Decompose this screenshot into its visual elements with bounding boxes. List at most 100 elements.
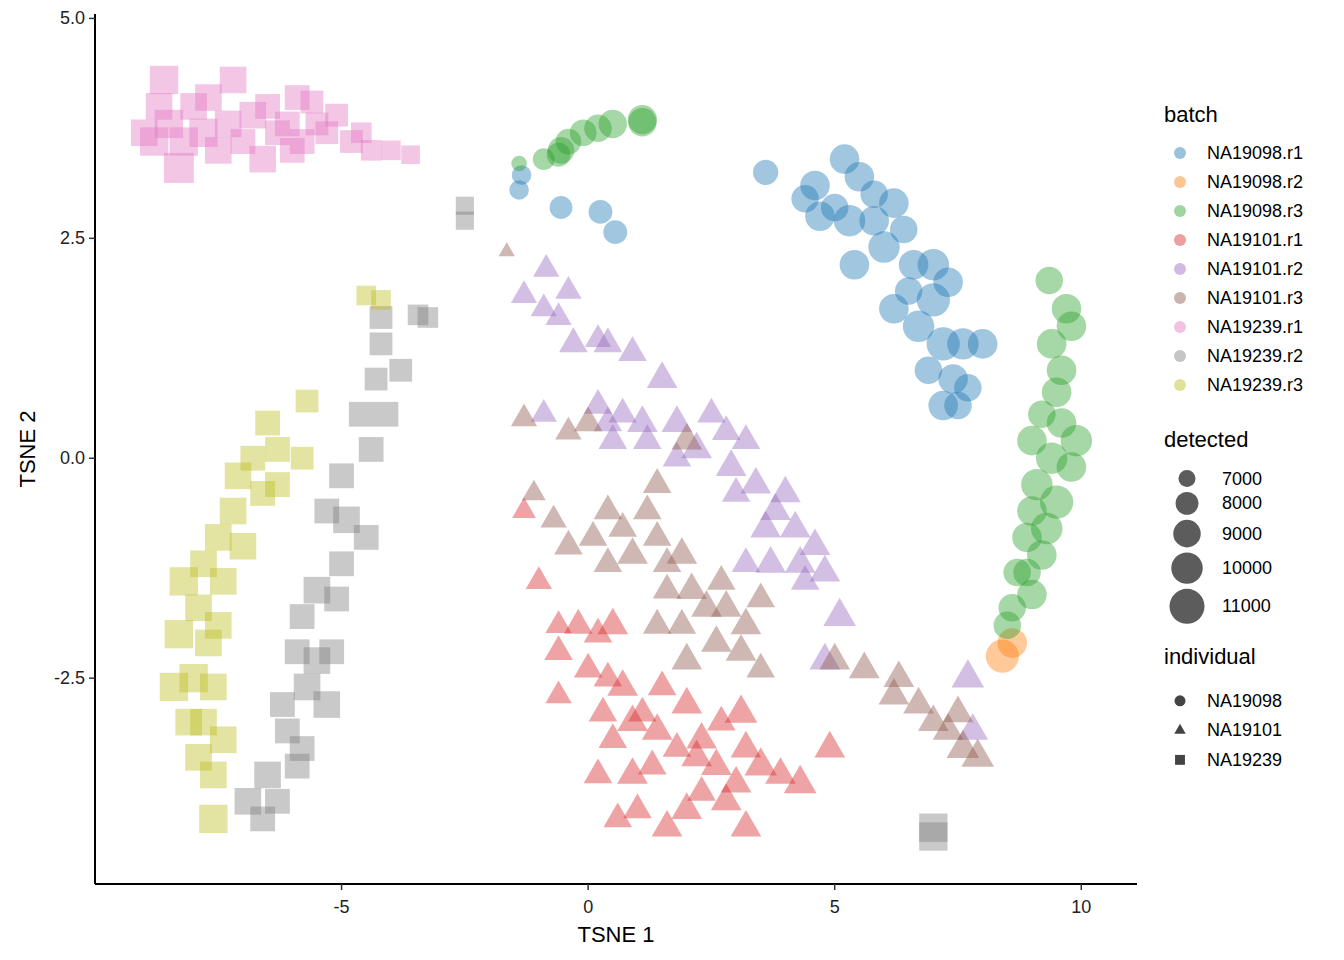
point bbox=[721, 766, 752, 793]
legend-title: detected bbox=[1164, 427, 1248, 452]
legend-label: NA19239.r2 bbox=[1207, 346, 1303, 366]
point bbox=[584, 758, 613, 783]
point bbox=[160, 673, 188, 701]
legend-label: NA19101.r3 bbox=[1207, 288, 1303, 308]
point bbox=[687, 776, 716, 801]
legend-label: NA19098.r2 bbox=[1207, 172, 1303, 192]
legend-key bbox=[1174, 321, 1186, 333]
point bbox=[230, 533, 257, 560]
size-legend-key bbox=[1176, 492, 1199, 515]
point bbox=[291, 447, 314, 470]
point bbox=[732, 424, 761, 449]
point bbox=[633, 495, 662, 520]
shape-legend-label: NA19239 bbox=[1207, 750, 1282, 770]
point bbox=[701, 625, 732, 652]
y-tick-label: -2.5 bbox=[54, 668, 85, 688]
legend-key bbox=[1174, 176, 1186, 188]
point bbox=[903, 687, 934, 714]
point bbox=[668, 609, 697, 634]
point bbox=[374, 402, 399, 427]
point bbox=[726, 634, 757, 661]
point bbox=[711, 590, 742, 617]
point bbox=[607, 669, 638, 696]
legend-label: NA19101.r1 bbox=[1207, 230, 1303, 250]
point bbox=[270, 692, 295, 717]
point bbox=[780, 511, 811, 538]
point bbox=[943, 696, 974, 723]
legend-label: NA19239.r1 bbox=[1207, 317, 1303, 337]
point bbox=[555, 276, 581, 299]
point bbox=[765, 757, 796, 784]
point bbox=[511, 156, 527, 172]
point bbox=[617, 537, 648, 564]
point bbox=[165, 620, 193, 648]
point bbox=[840, 250, 870, 280]
point bbox=[531, 399, 557, 422]
shape-legend-key bbox=[1174, 724, 1185, 734]
point bbox=[917, 283, 950, 316]
point bbox=[712, 415, 741, 440]
point bbox=[849, 652, 880, 679]
size-legend-label: 8000 bbox=[1222, 493, 1262, 513]
point bbox=[598, 723, 627, 748]
point bbox=[643, 521, 672, 546]
point bbox=[731, 731, 762, 758]
point bbox=[671, 423, 702, 450]
point bbox=[671, 792, 702, 819]
x-tick-label: 5 bbox=[830, 897, 840, 917]
point bbox=[732, 547, 761, 572]
point bbox=[164, 153, 194, 183]
point bbox=[329, 463, 354, 488]
point bbox=[638, 750, 667, 775]
point bbox=[746, 582, 775, 607]
point bbox=[599, 110, 627, 138]
point bbox=[540, 505, 566, 528]
point bbox=[642, 713, 673, 740]
point bbox=[175, 709, 202, 736]
point bbox=[744, 747, 777, 775]
point bbox=[627, 405, 658, 432]
point bbox=[643, 468, 672, 493]
point bbox=[594, 327, 623, 352]
point bbox=[199, 805, 227, 833]
point bbox=[522, 480, 546, 501]
point bbox=[329, 551, 354, 576]
point bbox=[597, 608, 628, 635]
point bbox=[545, 302, 571, 325]
x-tick-label: 0 bbox=[583, 897, 593, 917]
point bbox=[1057, 452, 1087, 482]
y-tick-label: 5.0 bbox=[60, 8, 85, 28]
point bbox=[731, 810, 762, 837]
y-axis-label: TSNE 2 bbox=[15, 410, 40, 487]
point bbox=[195, 84, 222, 111]
point bbox=[805, 202, 835, 232]
point bbox=[559, 327, 588, 352]
point bbox=[643, 609, 672, 634]
point bbox=[265, 472, 290, 497]
point bbox=[968, 329, 998, 359]
point bbox=[351, 122, 372, 143]
point bbox=[361, 140, 382, 161]
point bbox=[697, 398, 726, 423]
point bbox=[608, 512, 637, 537]
point bbox=[618, 336, 647, 361]
y-axis bbox=[94, 14, 96, 884]
point bbox=[354, 525, 379, 550]
point bbox=[526, 566, 552, 589]
point bbox=[707, 565, 736, 590]
x-tick bbox=[834, 884, 836, 890]
point bbox=[800, 171, 830, 201]
point bbox=[750, 511, 781, 538]
point bbox=[859, 206, 889, 236]
point bbox=[791, 565, 820, 590]
legend-label: NA19098.r3 bbox=[1207, 201, 1303, 221]
point bbox=[210, 726, 237, 753]
point bbox=[746, 653, 775, 678]
point bbox=[671, 687, 702, 714]
size-legend-label: 11000 bbox=[1222, 596, 1271, 616]
size-legend-key bbox=[1179, 470, 1196, 487]
point bbox=[603, 220, 627, 244]
point bbox=[574, 653, 603, 678]
legend-label: NA19239.r3 bbox=[1207, 375, 1303, 395]
point bbox=[722, 477, 751, 502]
